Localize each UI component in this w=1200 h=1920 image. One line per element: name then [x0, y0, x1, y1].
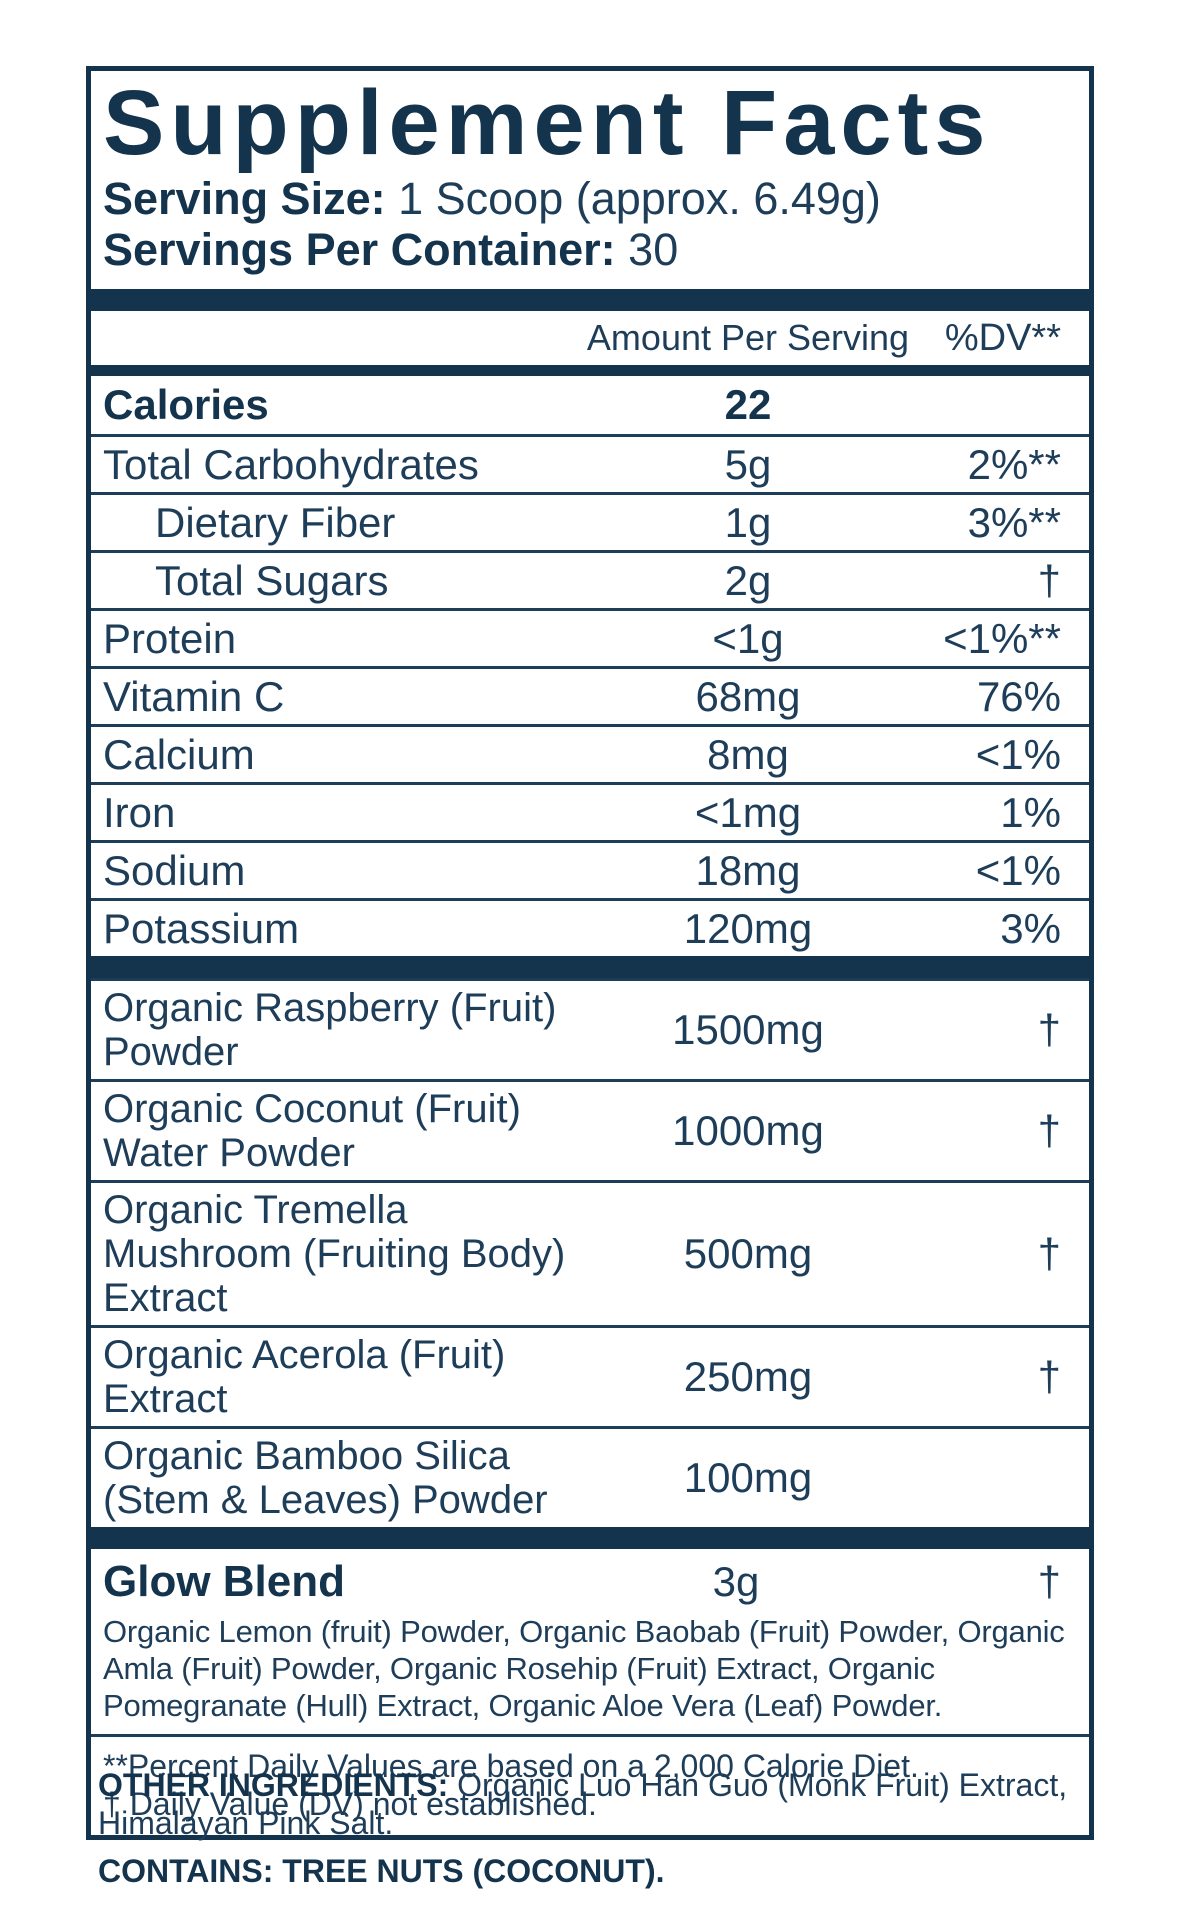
glow-blend-section: Glow Blend 3g † Organic Lemon (fruit) Po… [91, 1549, 1089, 1734]
nutrient-dv: <1% [975, 730, 1061, 778]
other-ingredients-line: OTHER INGREDIENTS: Organic Luo Han Guo (… [98, 1766, 1078, 1842]
servings-per-container-value: 30 [628, 224, 679, 275]
nutrient-amount: 120mg [683, 904, 813, 952]
nutrient-name: Iron [103, 788, 176, 836]
ingredient-name: Organic Coconut (Fruit) Water Powder [103, 1087, 521, 1175]
nutrient-amount: 8mg [707, 730, 789, 778]
nutrient-dv: <1%** [943, 614, 1061, 662]
nutrient-row-calories: Calories 22 [91, 376, 1089, 434]
dv-column-header: %DV** [944, 316, 1061, 359]
blend-amount: 3g [712, 1558, 760, 1605]
nutrient-dv: † [1037, 556, 1061, 604]
ingredient-name: Organic Acerola (Fruit) Extract [103, 1333, 506, 1421]
ingredient-name: Organic Tremella Mushroom (Fruiting Body… [103, 1188, 566, 1320]
ingredient-row-coconut-water: Organic Coconut (Fruit) Water Powder 100… [91, 1079, 1089, 1180]
nutrient-name: Dietary Fiber [155, 498, 396, 546]
blend-name: Glow Blend [103, 1557, 345, 1606]
nutrient-row-protein: Protein <1g <1%** [91, 608, 1089, 666]
nutrient-name: Total Sugars [155, 556, 389, 604]
label-header: Supplement Facts Serving Size: 1 Scoop (… [91, 71, 1089, 289]
ingredient-amount: 100mg [683, 1454, 813, 1501]
label-title: Supplement Facts [103, 72, 992, 174]
blend-description: Organic Lemon (fruit) Powder, Organic Ba… [103, 1614, 1065, 1723]
nutrient-amount: 1g [724, 498, 772, 546]
footnote-daily-values: **Percent Daily Values are based on a 2,… [103, 1748, 919, 1784]
ingredient-amount: 1500mg [672, 1006, 824, 1053]
nutrient-row-vitamin-c: Vitamin C 68mg 76% [91, 666, 1089, 724]
blend-dv: † [1037, 1558, 1061, 1605]
servings-per-container-line: Servings Per Container: 30 [103, 224, 1077, 275]
supplement-facts-label: Supplement Facts Serving Size: 1 Scoop (… [86, 66, 1094, 1840]
footnotes: **Percent Daily Values are based on a 2,… [91, 1737, 1089, 1835]
nutrient-row-sodium: Sodium 18mg <1% [91, 840, 1089, 898]
ingredient-row-bamboo-silica: Organic Bamboo Silica (Stem & Leaves) Po… [91, 1426, 1089, 1527]
nutrient-dv: <1% [975, 846, 1061, 894]
ingredient-row-tremella-mushroom: Organic Tremella Mushroom (Fruiting Body… [91, 1180, 1089, 1325]
nutrient-amount: 5g [724, 440, 772, 488]
nutrient-row-calcium: Calcium 8mg <1% [91, 724, 1089, 782]
nutrient-row-total-carbohydrates: Total Carbohydrates 5g 2%** [91, 434, 1089, 492]
serving-size-line: Serving Size: 1 Scoop (approx. 6.49g) [103, 173, 1077, 224]
contains-statement: CONTAINS: TREE NUTS (COCONUT). [98, 1853, 665, 1889]
nutrient-name: Vitamin C [103, 672, 285, 720]
ingredient-amount: 1000mg [672, 1107, 824, 1154]
divider-bar-thick [91, 1527, 1089, 1549]
nutrient-dv: 3% [1000, 904, 1061, 952]
nutrient-name: Protein [103, 614, 237, 662]
other-ingredients-value: Organic Luo Han Guo (Monk Fruit) Extract… [98, 1767, 1068, 1841]
nutrient-amount: 22 [724, 381, 772, 428]
glow-blend-row: Glow Blend 3g † [103, 1557, 1077, 1607]
nutrient-name: Calories [103, 381, 269, 428]
ingredient-dv: † [1037, 1107, 1061, 1154]
nutrient-name: Calcium [103, 730, 255, 778]
nutrient-amount: <1mg [694, 788, 802, 836]
nutrient-amount: 2g [724, 556, 772, 604]
nutrient-name: Sodium [103, 846, 246, 894]
ingredient-amount: 500mg [683, 1230, 813, 1277]
ingredient-dv: † [1037, 1353, 1061, 1400]
ingredient-row-raspberry: Organic Raspberry (Fruit) Powder 1500mg … [91, 978, 1089, 1079]
other-ingredients-label: OTHER INGREDIENTS: [98, 1767, 449, 1803]
ingredient-name: Organic Raspberry (Fruit) Powder [103, 986, 557, 1074]
divider-bar-medium [91, 365, 1089, 376]
nutrient-amount: <1g [712, 614, 784, 662]
ingredient-dv: † [1037, 1230, 1061, 1277]
nutrient-row-potassium: Potassium 120mg 3% [91, 898, 1089, 956]
nutrient-dv: 1% [1000, 788, 1061, 836]
divider-bar-thick [91, 956, 1089, 978]
ingredient-name: Organic Bamboo Silica (Stem & Leaves) Po… [103, 1434, 548, 1522]
servings-per-container-label: Servings Per Container: [103, 224, 616, 275]
below-label-text: OTHER INGREDIENTS: Organic Luo Han Guo (… [98, 1766, 1078, 1890]
nutrient-amount: 18mg [695, 846, 801, 894]
column-header-row: Amount Per Serving %DV** [91, 311, 1089, 365]
nutrient-amount: 68mg [695, 672, 801, 720]
nutrient-dv: 76% [976, 672, 1061, 720]
footnote-dv-not-established: † Daily Value (DV) not established. [103, 1786, 597, 1822]
nutrient-dv: 2%** [967, 440, 1061, 488]
divider-line [91, 1734, 1089, 1737]
ingredient-row-acerola: Organic Acerola (Fruit) Extract 250mg † [91, 1325, 1089, 1426]
nutrient-row-iron: Iron <1mg 1% [91, 782, 1089, 840]
ingredient-dv: † [1037, 1006, 1061, 1053]
serving-size-value: 1 Scoop (approx. 6.49g) [398, 173, 881, 224]
nutrient-row-total-sugars: Total Sugars 2g † [91, 550, 1089, 608]
serving-size-label: Serving Size: [103, 173, 386, 224]
ingredient-amount: 250mg [683, 1353, 813, 1400]
nutrient-name: Potassium [103, 904, 300, 952]
nutrient-name: Total Carbohydrates [103, 440, 479, 488]
nutrient-dv: 3%** [967, 498, 1061, 546]
amount-column-header: Amount Per Serving [586, 317, 910, 358]
divider-bar-thick [91, 289, 1089, 311]
nutrient-row-dietary-fiber: Dietary Fiber 1g 3%** [91, 492, 1089, 550]
